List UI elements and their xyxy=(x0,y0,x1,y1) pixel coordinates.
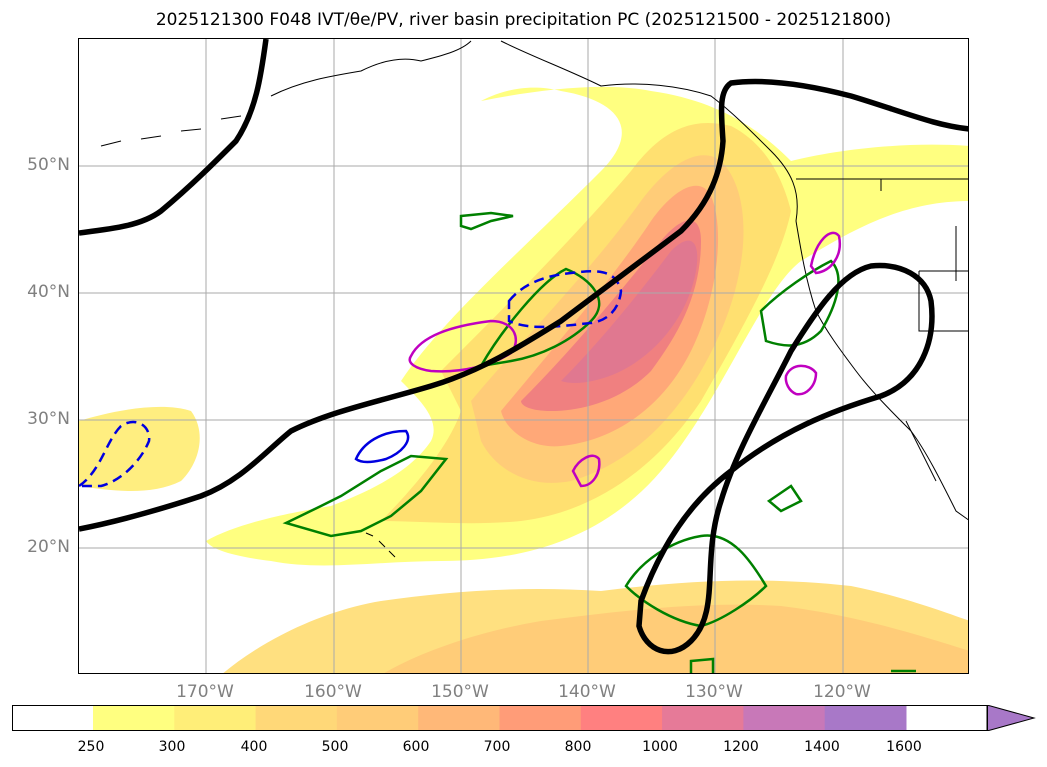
colorbar-tick-300: 300 xyxy=(158,739,186,755)
pv-contour-loop xyxy=(636,262,935,655)
colorbar-cell xyxy=(93,705,175,731)
ivt-band-800 xyxy=(521,220,701,411)
colorbar-cell xyxy=(12,705,94,731)
colorbar-cell xyxy=(662,705,744,731)
baja xyxy=(905,420,937,482)
magenta-contour-east xyxy=(809,231,842,275)
colorbar-cell xyxy=(174,705,257,731)
hawaii xyxy=(365,532,396,558)
green-contour-hawaii xyxy=(282,454,449,538)
colorbar-cell xyxy=(255,705,338,731)
alaska-coast xyxy=(270,40,798,222)
pv-contour xyxy=(79,39,968,655)
green-contours xyxy=(282,211,916,673)
magenta-contour-small xyxy=(784,364,818,396)
magenta-contour-south xyxy=(571,454,601,488)
green-contour-north xyxy=(459,211,514,231)
map-canvas xyxy=(79,39,968,673)
lat-label-20n: 20°N xyxy=(27,537,70,557)
colorbar-tick-1000: 1000 xyxy=(642,739,678,755)
colorbar-cell xyxy=(743,705,826,731)
graticule xyxy=(79,39,968,673)
colorbar-tick-400: 400 xyxy=(240,739,268,755)
colorbar-tick-500: 500 xyxy=(321,739,349,755)
ivt-band-1000 xyxy=(561,240,698,383)
lon-label-140w: 140°W xyxy=(558,682,616,702)
lon-label-170w: 170°W xyxy=(176,682,234,702)
borders xyxy=(796,178,968,332)
colorbar-tick-250: 250 xyxy=(77,739,105,755)
colorbar-cell xyxy=(580,705,663,731)
green-contour-east xyxy=(759,259,840,347)
west-coast xyxy=(795,220,968,521)
lon-label-120w: 120°W xyxy=(813,682,871,702)
colorbar-tick-1200: 1200 xyxy=(723,739,759,755)
colorbar-cell xyxy=(499,705,582,731)
ivt-south-inner xyxy=(384,604,968,673)
lon-label-130w: 130°W xyxy=(685,682,743,702)
ivt-shading xyxy=(79,86,968,673)
green-contour-se xyxy=(624,534,768,628)
pv-contour-main xyxy=(79,78,968,532)
green-contour-south xyxy=(766,484,803,513)
aleutians xyxy=(100,115,242,147)
colorbar-tick-1400: 1400 xyxy=(804,739,840,755)
lat-label-40n: 40°N xyxy=(27,282,70,302)
colorbar xyxy=(12,705,1036,731)
colorbar-cell xyxy=(824,705,907,731)
colorbar-extend-arrow xyxy=(986,705,1036,731)
lon-label-160w: 160°W xyxy=(304,682,362,702)
colorbar-tick-600: 600 xyxy=(402,739,430,755)
pv-contour-north xyxy=(79,39,269,236)
blue-contour-west xyxy=(79,420,151,488)
map-panel[interactable] xyxy=(78,38,969,674)
ivt-west-blob xyxy=(79,406,200,491)
colorbar-cell xyxy=(418,705,500,731)
blue-contour-solid xyxy=(354,429,410,464)
green-contour-bottom xyxy=(689,657,916,673)
colorbar-tick-800: 800 xyxy=(564,739,592,755)
lat-label-30n: 30°N xyxy=(27,409,70,429)
coastlines xyxy=(100,40,968,558)
map-title: 2025121300 F048 IVT/θe/PV, river basin p… xyxy=(155,10,892,30)
colorbar-cell xyxy=(336,705,419,731)
lat-label-50n: 50°N xyxy=(27,155,70,175)
colorbar-tick-700: 700 xyxy=(483,739,511,755)
colorbar-tick-1600: 1600 xyxy=(886,739,922,755)
lon-label-150w: 150°W xyxy=(431,682,489,702)
green-contour-central xyxy=(478,267,601,368)
